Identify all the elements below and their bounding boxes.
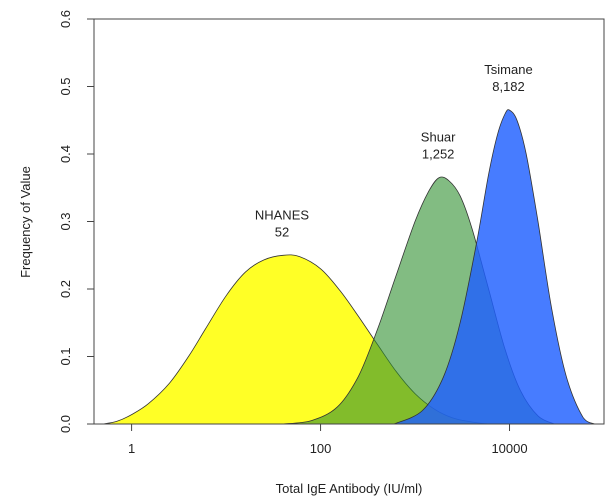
y-axis-title: Frequency of Value [18, 166, 33, 278]
x-tick-label: 100 [310, 441, 332, 456]
y-tick-label: 0.5 [58, 77, 73, 95]
y-tick-label: 0.4 [58, 145, 73, 163]
x-tick-label: 10000 [491, 441, 527, 456]
series-label-shuar: Shuar [421, 130, 456, 145]
y-tick-label: 0.3 [58, 212, 73, 230]
x-tick-label: 1 [128, 441, 135, 456]
density-area-tsimane [393, 109, 597, 425]
series-label-nhanes: NHANES [255, 207, 310, 222]
y-tick-label: 0.2 [58, 280, 73, 298]
x-axis-title: Total IgE Antibody (IU/ml) [276, 481, 423, 496]
series-median-nhanes: 52 [275, 224, 289, 239]
series-label-tsimane: Tsimane [484, 62, 532, 77]
y-tick-label: 0.1 [58, 347, 73, 365]
series-layer [103, 109, 597, 425]
ticks-layer: 1 100 10000 0.0 0.1 0.2 0.3 0.4 0.5 0.6 [58, 10, 528, 456]
annotation-layer: NHANES 52 Shuar 1,252 Tsimane 8,182 [255, 62, 533, 239]
y-tick-label: 0.0 [58, 415, 73, 433]
series-median-shuar: 1,252 [422, 147, 455, 162]
series-median-tsimane: 8,182 [492, 79, 525, 94]
y-tick-label: 0.6 [58, 10, 73, 28]
